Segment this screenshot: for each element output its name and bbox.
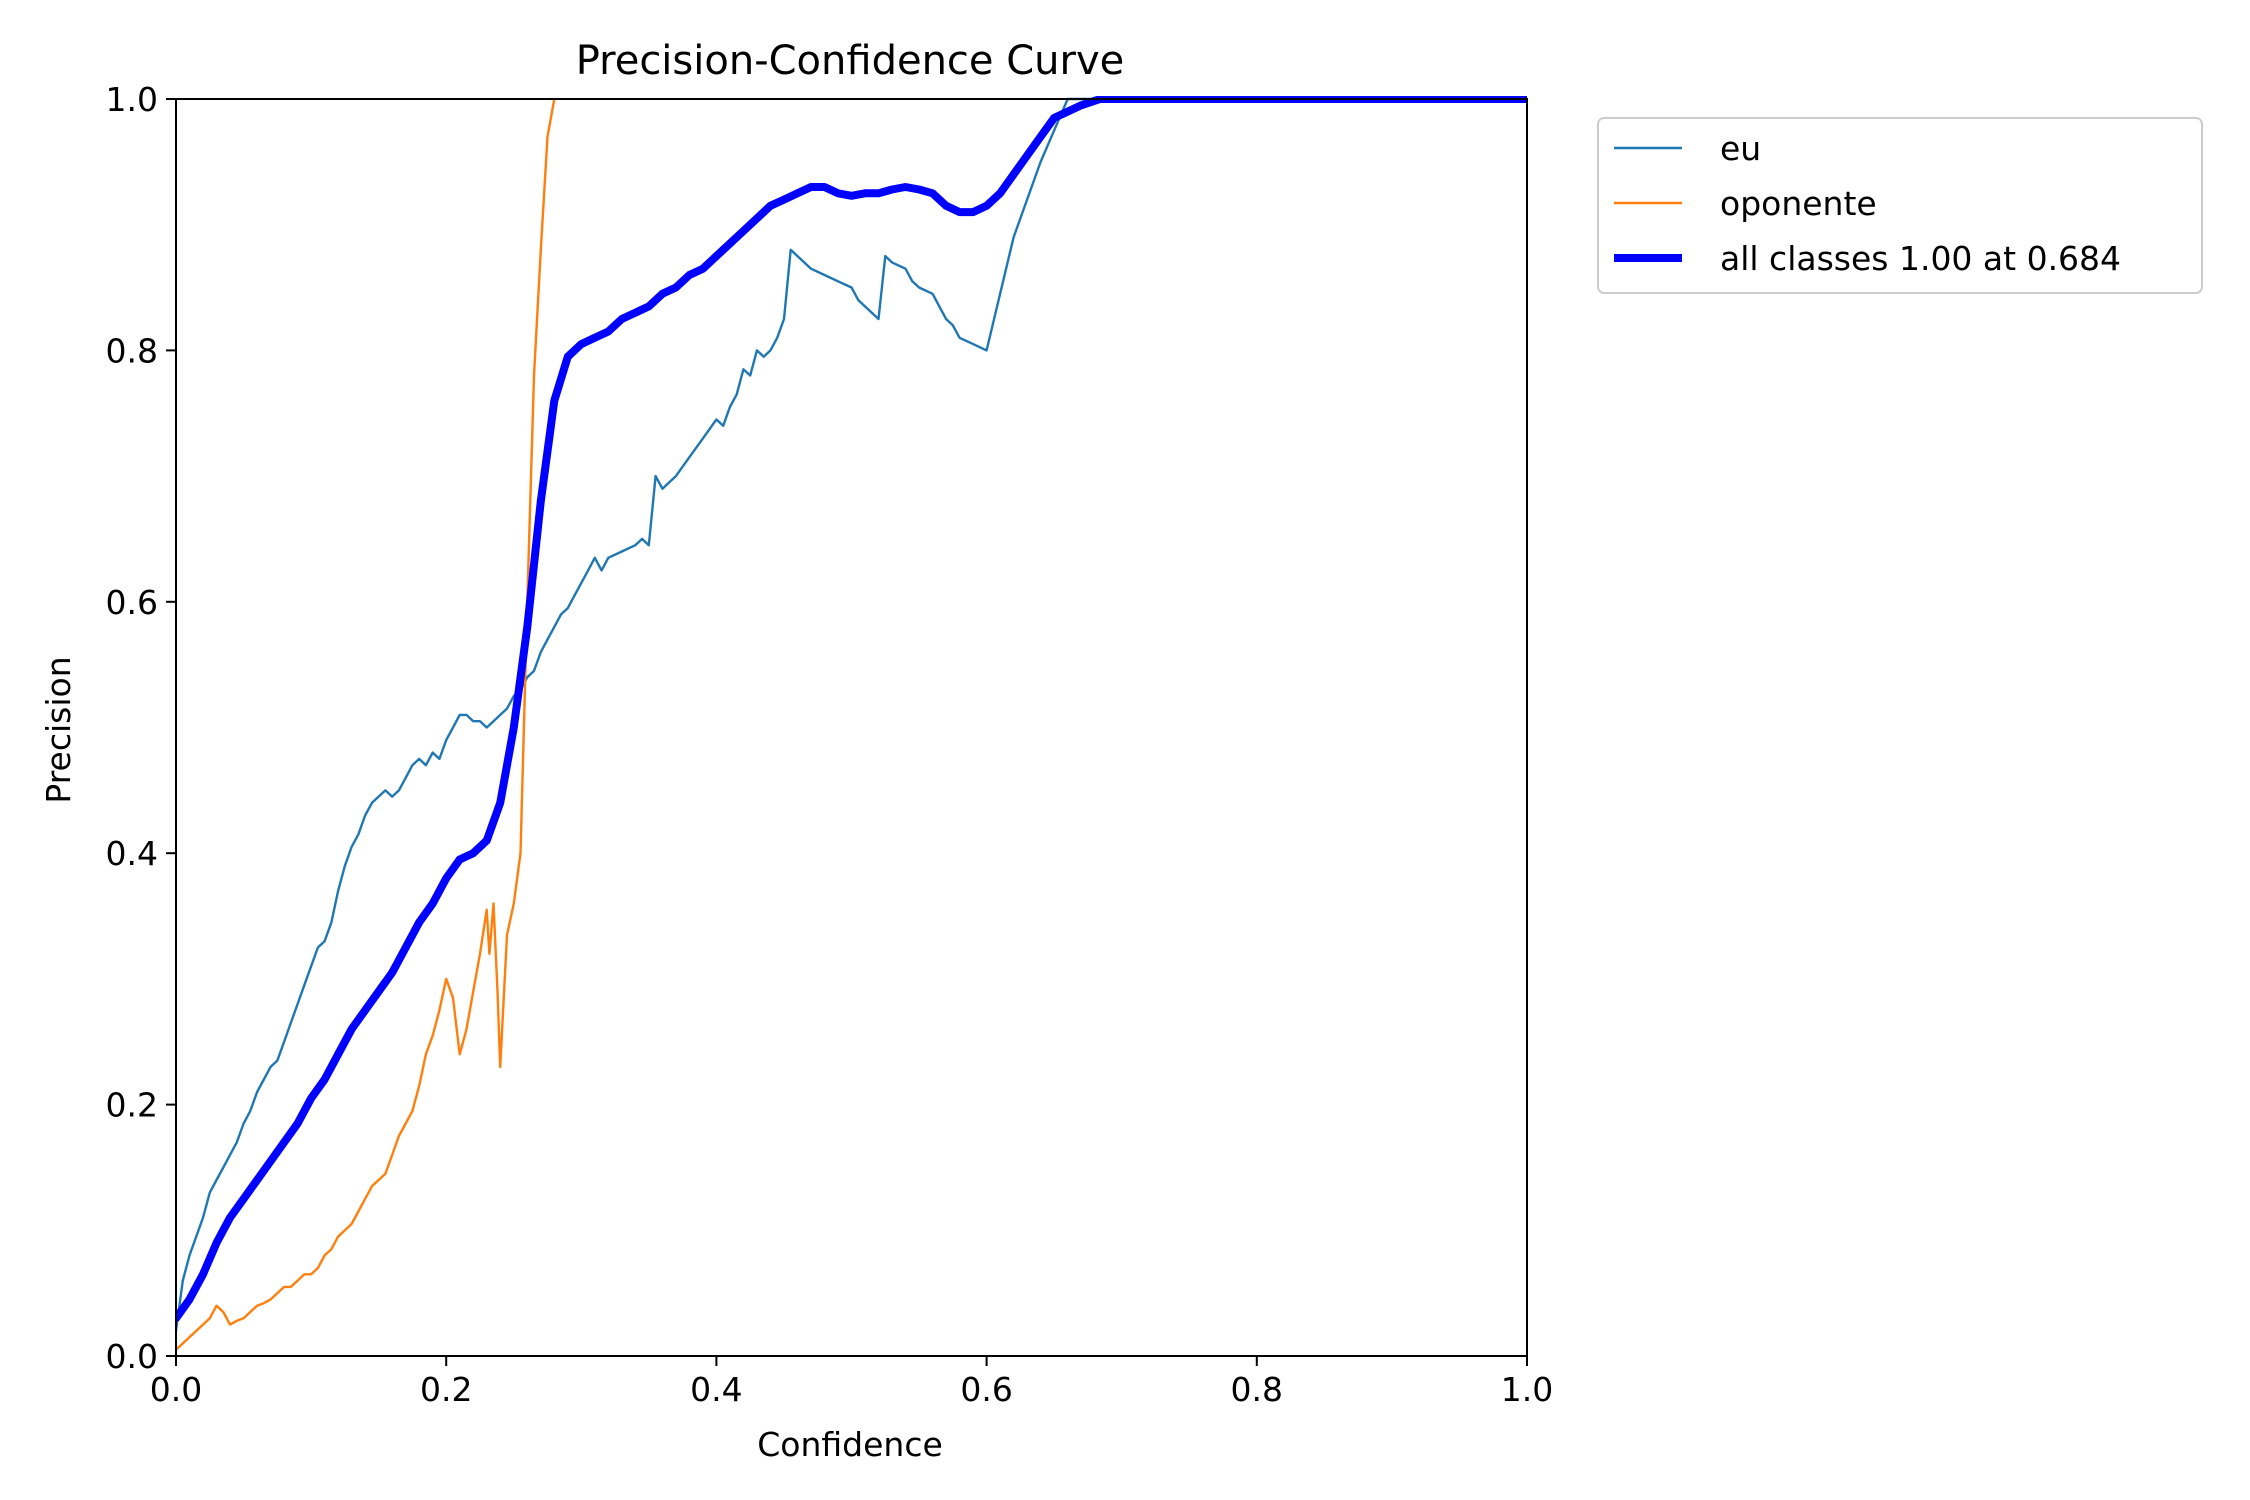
x-tick-label: 0.8	[1231, 1370, 1283, 1409]
plot-frame	[175, 98, 1528, 1357]
x-tick-label: 0.2	[420, 1370, 472, 1409]
legend-label-2: all classes 1.00 at 0.684	[1720, 239, 2121, 278]
x-axis-ticks: 0.0 0.2 0.4 0.6 0.8 1.0	[150, 1356, 1553, 1409]
x-tick-label: 0.6	[960, 1370, 1012, 1409]
y-tick-label: 0.8	[106, 331, 158, 370]
legend-label-1: oponente	[1720, 184, 1877, 223]
legend-label-0: eu	[1720, 129, 1761, 168]
series-line-0	[176, 97, 1527, 1333]
x-tick-label: 0.0	[150, 1370, 202, 1409]
legend: eu oponente all classes 1.00 at 0.684	[1597, 117, 2203, 294]
plot-lines	[176, 96, 1527, 1351]
legend-box	[1597, 117, 2203, 294]
y-tick-label: 1.0	[106, 80, 158, 119]
series-line-2	[176, 96, 1527, 1323]
x-tick-label: 1.0	[1501, 1370, 1553, 1409]
x-tick-label: 0.4	[690, 1370, 742, 1409]
y-axis-ticks: 0.0 0.2 0.4 0.6 0.8 1.0	[106, 80, 176, 1376]
y-tick-label: 0.6	[106, 583, 158, 622]
x-axis-label: Confidence	[757, 1425, 943, 1464]
y-tick-label: 0.0	[106, 1337, 158, 1376]
y-axis-label: Precision	[39, 656, 78, 803]
chart-title: Precision-Confidence Curve	[576, 38, 1125, 84]
y-tick-label: 0.4	[106, 834, 158, 873]
series-line-1	[176, 97, 556, 1351]
y-tick-label: 0.2	[106, 1086, 158, 1125]
